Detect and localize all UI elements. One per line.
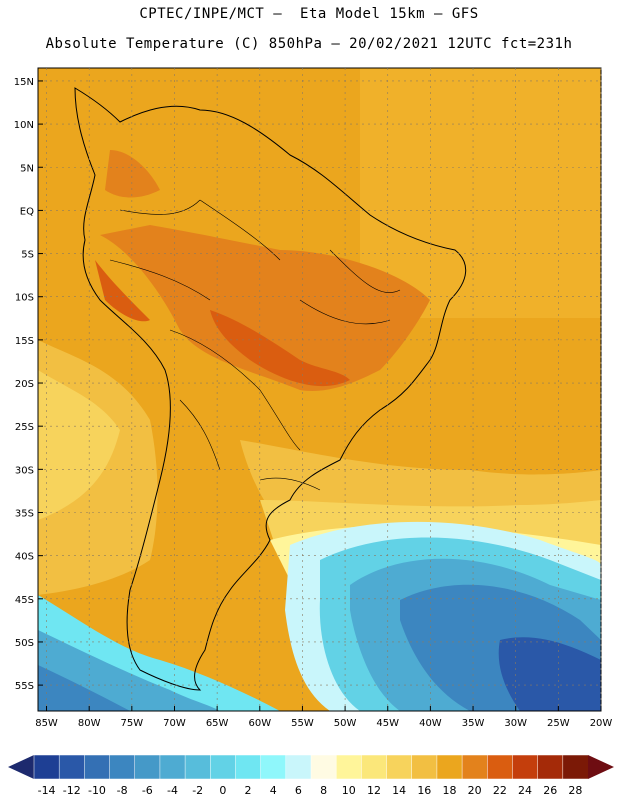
- colorbar-segment: [310, 754, 337, 780]
- colorbar-segment: [235, 754, 262, 780]
- lat-label: 15S: [15, 336, 34, 347]
- map-title-line-1: CPTEC/INPE/MCT – Eta Model 15km – GFS: [139, 6, 479, 22]
- lat-label: 10S: [15, 293, 34, 304]
- colorbar-label: 6: [295, 784, 302, 797]
- lat-label: 40S: [15, 552, 34, 563]
- colorbar-label: 22: [493, 784, 507, 797]
- south-america-outline: [74, 87, 467, 691]
- lat-label: 20S: [15, 379, 34, 390]
- lon-label: 80W: [78, 718, 101, 729]
- colorbar-label: 26: [543, 784, 557, 797]
- lon-label: 70W: [163, 718, 186, 729]
- colorbar-label: 18: [443, 784, 457, 797]
- colorbar-label: 2: [245, 784, 252, 797]
- colorbar-segment: [109, 754, 136, 780]
- colorbar-segment: [159, 754, 186, 780]
- longitude-labels: 85W 80W 75W 70W 65W 60W 55W 50W 45W 40W 35W 30W 25W 2…: [35, 718, 612, 729]
- colorbar-left-arrow: [8, 755, 34, 779]
- colorbar-segment: [461, 754, 489, 780]
- colorbar-label: 28: [568, 784, 582, 797]
- colorbar-label: -14: [38, 784, 56, 797]
- colorbar-label: -6: [142, 784, 153, 797]
- temperature-field-sw-cold-3: [38, 665, 130, 711]
- colorbar-segment: [84, 754, 111, 780]
- map-frame: [37, 67, 602, 712]
- colorbar-segment: [411, 754, 438, 780]
- map-title-line-2: Absolute Temperature (C) 850hPa – 20/02/…: [45, 36, 573, 52]
- lat-label: 5N: [20, 163, 34, 174]
- colorbar-segment: [562, 754, 589, 780]
- colorbar-label: -4: [167, 784, 178, 797]
- lon-label: 40W: [419, 718, 442, 729]
- temperature-field-atlantic-north: [360, 68, 601, 318]
- temperature-field-hot-core: [210, 310, 350, 387]
- lat-label: 55S: [15, 681, 34, 692]
- colorbar-segment: [58, 754, 86, 780]
- colorbar-segment: [361, 754, 388, 780]
- lon-label: 25W: [547, 718, 570, 729]
- colorbar-label: 0: [219, 784, 226, 797]
- colorbar-segment: [487, 754, 514, 780]
- colorbar-label: -12: [63, 784, 81, 797]
- lat-label: 35S: [15, 508, 34, 519]
- colorbar-segment: [537, 754, 564, 780]
- colorbar-label: 20: [468, 784, 482, 797]
- lon-label: 20W: [590, 718, 613, 729]
- colorbar-label: -2: [192, 784, 203, 797]
- lon-label: 65W: [206, 718, 229, 729]
- colorbar-segment: [134, 754, 161, 780]
- colorbar-label: -8: [117, 784, 128, 797]
- colorbar-label: 14: [392, 784, 406, 797]
- colorbar-label: 12: [367, 784, 381, 797]
- colorbar-label: -10: [88, 784, 106, 797]
- lat-label: 15N: [14, 77, 34, 88]
- lat-label: EQ: [20, 206, 34, 217]
- colorbar-segment: [512, 754, 539, 780]
- temperature-field-cold-5: [498, 637, 601, 711]
- colorbar-label: 16: [417, 784, 431, 797]
- temperature-field-peru-hot: [95, 260, 150, 322]
- lon-label: 35W: [462, 718, 485, 729]
- graticule: [38, 68, 602, 711]
- temperature-field-interior-warm: [100, 225, 430, 391]
- colorbar-label: 10: [342, 784, 356, 797]
- colorbar-label: 24: [518, 784, 532, 797]
- colorbar-segment: [436, 754, 463, 780]
- lat-label: 45S: [15, 595, 34, 606]
- lat-label: 25S: [15, 422, 34, 433]
- lon-label: 55W: [291, 718, 314, 729]
- colorbar-labels: -14 -12 -10 -8 -6 -4 -2 0 2 4 6 8 10 12 14 16 18 20 22 24 26…: [38, 784, 583, 797]
- colorbar-segment: [260, 754, 287, 780]
- lat-label: 5S: [21, 250, 34, 261]
- lat-label: 10N: [14, 120, 34, 131]
- colorbar-segment: [184, 754, 212, 780]
- lon-label: 60W: [248, 718, 271, 729]
- colorbar-segment: [386, 754, 413, 780]
- lon-label: 75W: [121, 718, 144, 729]
- colorbar-segments: [33, 754, 589, 780]
- lat-label: 30S: [15, 465, 34, 476]
- colorbar-segment: [210, 754, 237, 780]
- lon-label: 30W: [504, 718, 527, 729]
- colorbar-label: 8: [320, 784, 327, 797]
- colorbar-segment: [285, 754, 312, 780]
- temperature-field-pacific-mild: [38, 370, 120, 520]
- lon-label: 85W: [35, 718, 58, 729]
- lat-label: 50S: [15, 638, 34, 649]
- colorbar-segment: [33, 754, 60, 780]
- temperature-field-colombia-warm: [105, 150, 160, 198]
- colorbar-segment: [335, 754, 363, 780]
- lon-label: 50W: [334, 718, 357, 729]
- latitude-labels: 15N 10N 5N EQ 5S 10S 15S 20S 25S 30S 35S 40S 45S 50S 5…: [14, 77, 34, 692]
- colorbar-label: 4: [270, 784, 277, 797]
- lon-label: 45W: [376, 718, 399, 729]
- colorbar-right-arrow: [588, 755, 614, 779]
